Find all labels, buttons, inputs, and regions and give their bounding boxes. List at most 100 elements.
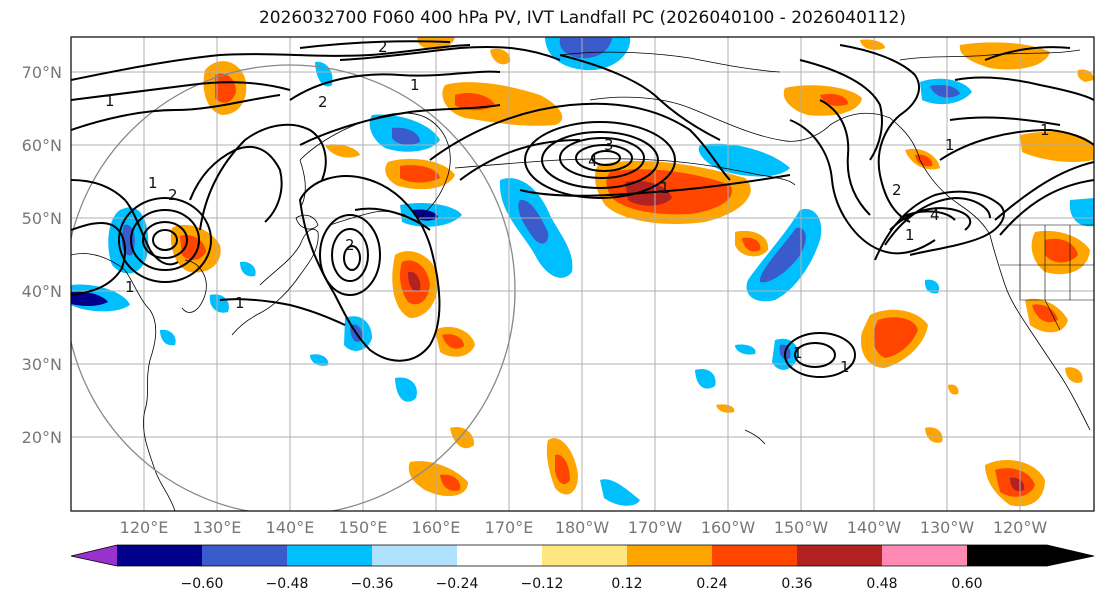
- colorbar-tick: −0.12: [521, 576, 564, 592]
- contour-line: [949, 116, 1061, 126]
- shade-pos-blob: [442, 82, 563, 126]
- contour-ring: [343, 245, 361, 271]
- contour-label: 1: [105, 92, 115, 110]
- shade-pos-blob: [440, 474, 461, 491]
- contour-line: [71, 94, 281, 131]
- contour-line: [899, 210, 956, 221]
- shade-pos-blob: [1065, 367, 1083, 383]
- colorbar-segment: [1047, 545, 1094, 566]
- colorbar-segment: [967, 545, 1047, 566]
- pv-contours: [71, 40, 1094, 378]
- shade-pos-blob: [325, 144, 360, 158]
- coast-hawaii: [744, 429, 766, 445]
- lon-label: 140°E: [266, 518, 315, 537]
- contour-ring: [319, 214, 381, 296]
- shade-pos-blob: [400, 165, 440, 183]
- lon-label: 130°W: [920, 518, 975, 537]
- shade-pos-blob: [820, 94, 848, 106]
- coast-kamchatka: [417, 119, 451, 219]
- shade-pos-blob: [1010, 477, 1025, 492]
- contour-line: [839, 44, 920, 223]
- contour-line: [339, 45, 561, 61]
- contour-ring: [118, 197, 212, 283]
- lat-label: 50°N: [22, 209, 62, 228]
- contour-line: [299, 40, 451, 49]
- contour-line: [819, 99, 871, 216]
- contour-ring: [559, 137, 645, 179]
- contour-line: [954, 76, 1094, 101]
- shade-neg-blob: [240, 261, 256, 277]
- contour-ring: [541, 131, 659, 189]
- contour-line: [459, 139, 581, 181]
- shade-neg-blob: [395, 377, 417, 402]
- region-circle: [71, 64, 516, 511]
- contour-ring: [794, 342, 836, 368]
- contour-ring: [591, 150, 621, 166]
- colorbar-tick: −0.24: [436, 576, 479, 592]
- map-frame: [70, 36, 1095, 512]
- contour-label: 1: [660, 179, 670, 197]
- contour-label: 2: [318, 93, 328, 111]
- lon-label: 150°W: [774, 518, 829, 537]
- colorbar-outline: [70, 544, 1095, 567]
- colorbar-segment: [117, 545, 202, 566]
- contour-line: [519, 174, 791, 197]
- contour-label: 1: [148, 174, 158, 192]
- colorbar-tick: −0.36: [351, 576, 394, 592]
- contour-ring: [524, 121, 676, 199]
- lon-label: 170°W: [628, 518, 683, 537]
- contour-label: 1: [125, 278, 135, 296]
- contour-line: [994, 161, 1094, 221]
- colorbar-segment: [287, 545, 372, 566]
- contour-label: 1: [793, 344, 803, 362]
- coast-korea: [181, 259, 207, 313]
- contour-label: 3: [604, 136, 614, 154]
- shade-pos-blob: [873, 317, 918, 358]
- shade-pos-blob: [742, 237, 761, 252]
- map-title: 2026032700 F060 400 hPa PV, IVT Landfall…: [258, 8, 906, 28]
- coast-canada-north: [899, 49, 1081, 61]
- colorbar-segment: [797, 545, 882, 566]
- contour-label: 1: [905, 226, 915, 244]
- shade-pos-blob: [215, 73, 236, 103]
- contour-line: [559, 54, 721, 141]
- contour-label: 4: [930, 206, 940, 224]
- coast-na-west: [989, 234, 1091, 431]
- lat-label: 40°N: [22, 282, 62, 301]
- contour-label: 1: [1040, 121, 1050, 139]
- shade-pos-blob: [1077, 69, 1094, 82]
- lon-label: 140°W: [847, 518, 902, 537]
- contour-label: 2: [378, 38, 388, 56]
- coast-alaska-north: [559, 51, 781, 73]
- shade-pos-blob: [450, 426, 475, 449]
- colorbar-tick: 0.60: [951, 576, 982, 592]
- contour-ring: [142, 221, 188, 259]
- colorbar-tick: −0.60: [181, 576, 224, 592]
- contour-label: 1: [410, 76, 420, 94]
- shade-neg-blob: [930, 84, 960, 98]
- shade-neg-blob: [759, 227, 806, 283]
- shade-pos-blob: [1020, 131, 1094, 163]
- contour-ring: [152, 229, 178, 251]
- contour-label: 4: [588, 152, 598, 170]
- contour-line: [299, 104, 501, 146]
- contour-line: [71, 44, 471, 81]
- contour-line: [354, 207, 431, 231]
- shade-neg-blob: [392, 127, 420, 145]
- map-area: 1 2 1 2 1 2 3 4 1 2 1 1 2 1 4 1 1 1 1: [71, 37, 1094, 511]
- contour-line: [939, 128, 1094, 161]
- shade-neg-blob: [310, 354, 329, 366]
- contour-line: [219, 298, 346, 326]
- lon-label: 130°E: [193, 518, 242, 537]
- lon-label: 170°E: [485, 518, 534, 537]
- shade-pos-blob: [490, 48, 511, 65]
- contour-line: [189, 145, 283, 223]
- colorbar-tick: 0.36: [781, 576, 812, 592]
- shade-neg-blob: [695, 368, 716, 389]
- shade-neg-blob: [160, 329, 176, 346]
- lon-labels: 120°E 130°E 140°E 150°E 160°E 170°E 180°…: [120, 518, 1048, 537]
- contour-line: [289, 70, 501, 101]
- contour-line: [799, 59, 883, 161]
- lat-label: 20°N: [22, 428, 62, 447]
- admin-borders: [1000, 224, 1094, 331]
